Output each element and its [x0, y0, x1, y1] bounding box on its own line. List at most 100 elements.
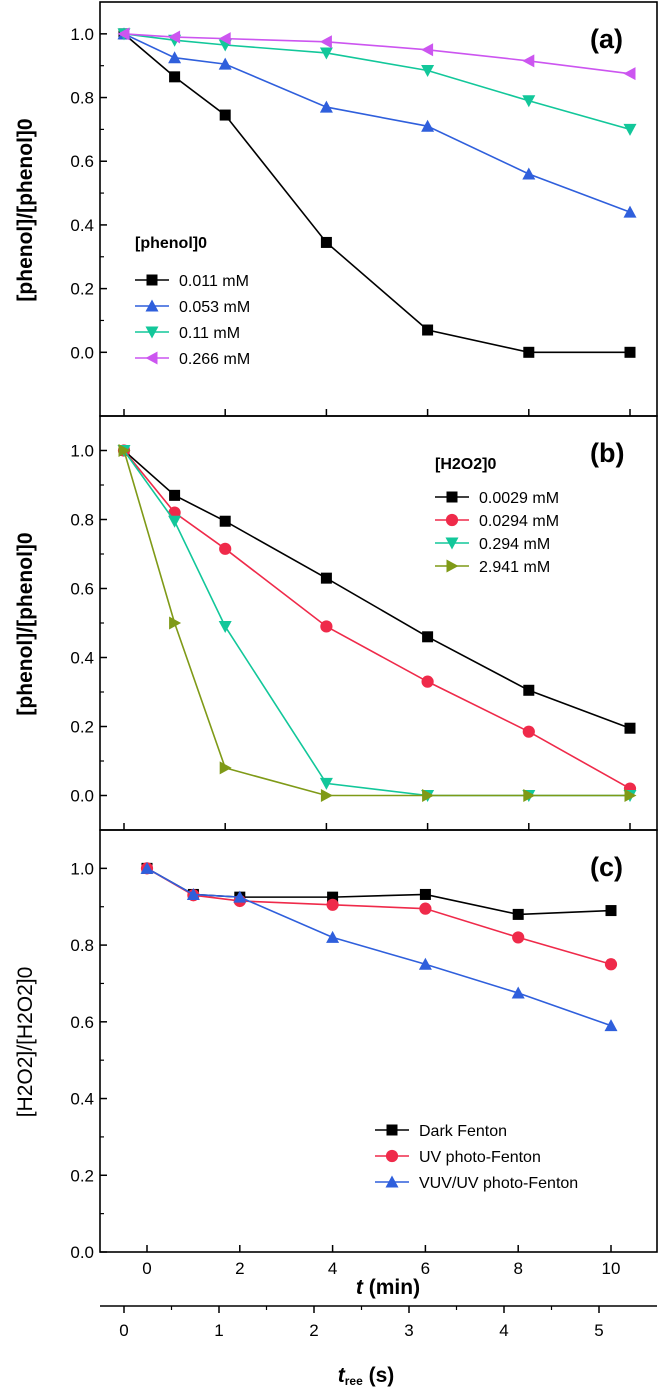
data-point: [168, 51, 182, 64]
legend-marker: [145, 299, 159, 312]
residence-axis-title: tree (s): [338, 1364, 395, 1388]
legend-label: 0.011 mM: [179, 273, 249, 290]
data-point: [319, 47, 333, 60]
data-point: [419, 902, 432, 915]
legend-label: 0.053 mM: [179, 299, 250, 316]
panel-b-tag: (b): [590, 438, 624, 468]
panel-c-tag: (c): [590, 852, 623, 882]
data-point: [522, 167, 536, 180]
plot-layer: 0.0 0.2 0.4 0.6 0.8 1.0 [phenol]0 0.011 mM 0.053…: [70, 25, 637, 1262]
time-tick-label: 10: [602, 1259, 621, 1278]
time-axis-var: t: [356, 1276, 364, 1299]
legend-marker: [446, 559, 459, 573]
data-point: [219, 542, 232, 555]
data-point: [327, 891, 339, 903]
legend-title: [H2O2]0: [435, 456, 496, 473]
ytick-label: 0.4: [70, 1090, 94, 1109]
legend-marker: [145, 326, 159, 339]
data-point: [624, 346, 636, 358]
legend-marker: [145, 351, 158, 365]
time-axis-title: t (min): [356, 1276, 420, 1299]
data-point: [320, 572, 332, 584]
residence-axis-var: t: [338, 1364, 346, 1387]
data-point: [169, 489, 181, 501]
legend-title: [phenol]0: [135, 235, 207, 252]
data-point: [512, 908, 524, 920]
residence-tick-label: 5: [594, 1321, 603, 1340]
ytick-label: 0.2: [70, 718, 94, 737]
data-point: [522, 725, 535, 738]
data-point: [523, 346, 535, 358]
data-point: [623, 205, 637, 218]
panel-a-ylabel: [phenol]/[phenol]0: [14, 118, 37, 301]
legend-label: 0.0294 mM: [479, 513, 559, 530]
data-point: [168, 515, 182, 528]
ytick-label: 0.8: [70, 511, 94, 530]
panel-c-ylabel: [H2O2]/[H2O2]0: [14, 967, 37, 1118]
data-point: [623, 67, 636, 81]
data-point: [326, 930, 340, 943]
data-point: [320, 620, 333, 633]
data-point: [605, 905, 617, 917]
ytick-label: 0.2: [70, 280, 94, 299]
data-point: [169, 616, 182, 630]
time-tick-label: 6: [421, 1259, 430, 1278]
ytick-label: 0.6: [70, 1013, 94, 1032]
ytick-label: 0.2: [70, 1166, 94, 1185]
legend-label: 0.11 mM: [179, 325, 240, 342]
data-point: [186, 887, 200, 900]
ytick-label: 0.0: [70, 787, 94, 806]
data-point: [233, 890, 247, 903]
residence-tick-label: 3: [404, 1321, 413, 1340]
data-point: [523, 684, 535, 696]
legend-label: UV photo-Fenton: [419, 1149, 541, 1166]
legend-marker: [445, 513, 459, 527]
legend-label: VUV/UV photo-Fenton: [419, 1175, 578, 1192]
ytick-label: 1.0: [70, 25, 94, 44]
time-tick-label: 4: [328, 1259, 337, 1278]
panel-a-tag: (a): [590, 24, 623, 54]
data-point: [522, 95, 536, 108]
series-line-2-2: [146, 867, 612, 1027]
data-point: [218, 620, 232, 633]
residence-axis: 0 1 2 3 4 5: [119, 1306, 604, 1340]
legend-label: Dark Fenton: [419, 1123, 507, 1140]
data-point: [140, 861, 154, 874]
series-line-2-1: [146, 867, 612, 966]
ytick-label: 1.0: [70, 859, 94, 878]
legend-marker: [385, 1149, 399, 1163]
data-point: [319, 777, 333, 790]
data-point: [326, 898, 339, 911]
data-point: [623, 123, 637, 136]
data-point: [319, 35, 332, 49]
data-point: [320, 789, 333, 802]
legend-marker: [146, 274, 158, 286]
legend-label: 0.294 mM: [479, 536, 550, 553]
data-point: [319, 100, 333, 113]
data-point: [422, 789, 435, 802]
legend-marker: [385, 1175, 399, 1188]
residence-tick-label: 0: [119, 1321, 128, 1340]
legend-marker: [386, 1124, 398, 1136]
data-point: [421, 119, 435, 132]
data-point: [511, 986, 525, 999]
time-axis: 0 2 4 6 8 10: [142, 1259, 620, 1278]
data-point: [320, 236, 332, 248]
data-point: [168, 30, 181, 44]
ytick-label: 0.6: [70, 152, 94, 171]
ytick-label: 0.6: [70, 580, 94, 599]
series-line-0-2: [123, 33, 631, 131]
time-axis-unit: (min): [363, 1276, 420, 1299]
residence-axis-unit: (s): [363, 1364, 395, 1387]
ytick-label: 0.8: [70, 936, 94, 955]
time-tick-label: 2: [235, 1259, 244, 1278]
data-point: [219, 761, 232, 775]
data-point: [604, 958, 618, 971]
ytick-label: 0.0: [70, 343, 94, 362]
data-point: [218, 57, 232, 70]
data-point: [169, 71, 181, 83]
ytick-label: 0.8: [70, 89, 94, 108]
data-point: [421, 43, 434, 57]
legend-label: 0.266 mM: [179, 351, 250, 368]
ytick-label: 1.0: [70, 442, 94, 461]
